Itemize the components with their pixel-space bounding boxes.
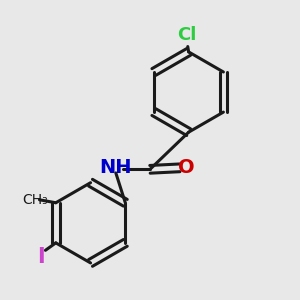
Text: I: I [37, 247, 45, 267]
Text: CH₃: CH₃ [22, 193, 48, 207]
Text: O: O [178, 158, 195, 177]
Text: Cl: Cl [178, 26, 197, 44]
Text: NH: NH [100, 158, 132, 177]
